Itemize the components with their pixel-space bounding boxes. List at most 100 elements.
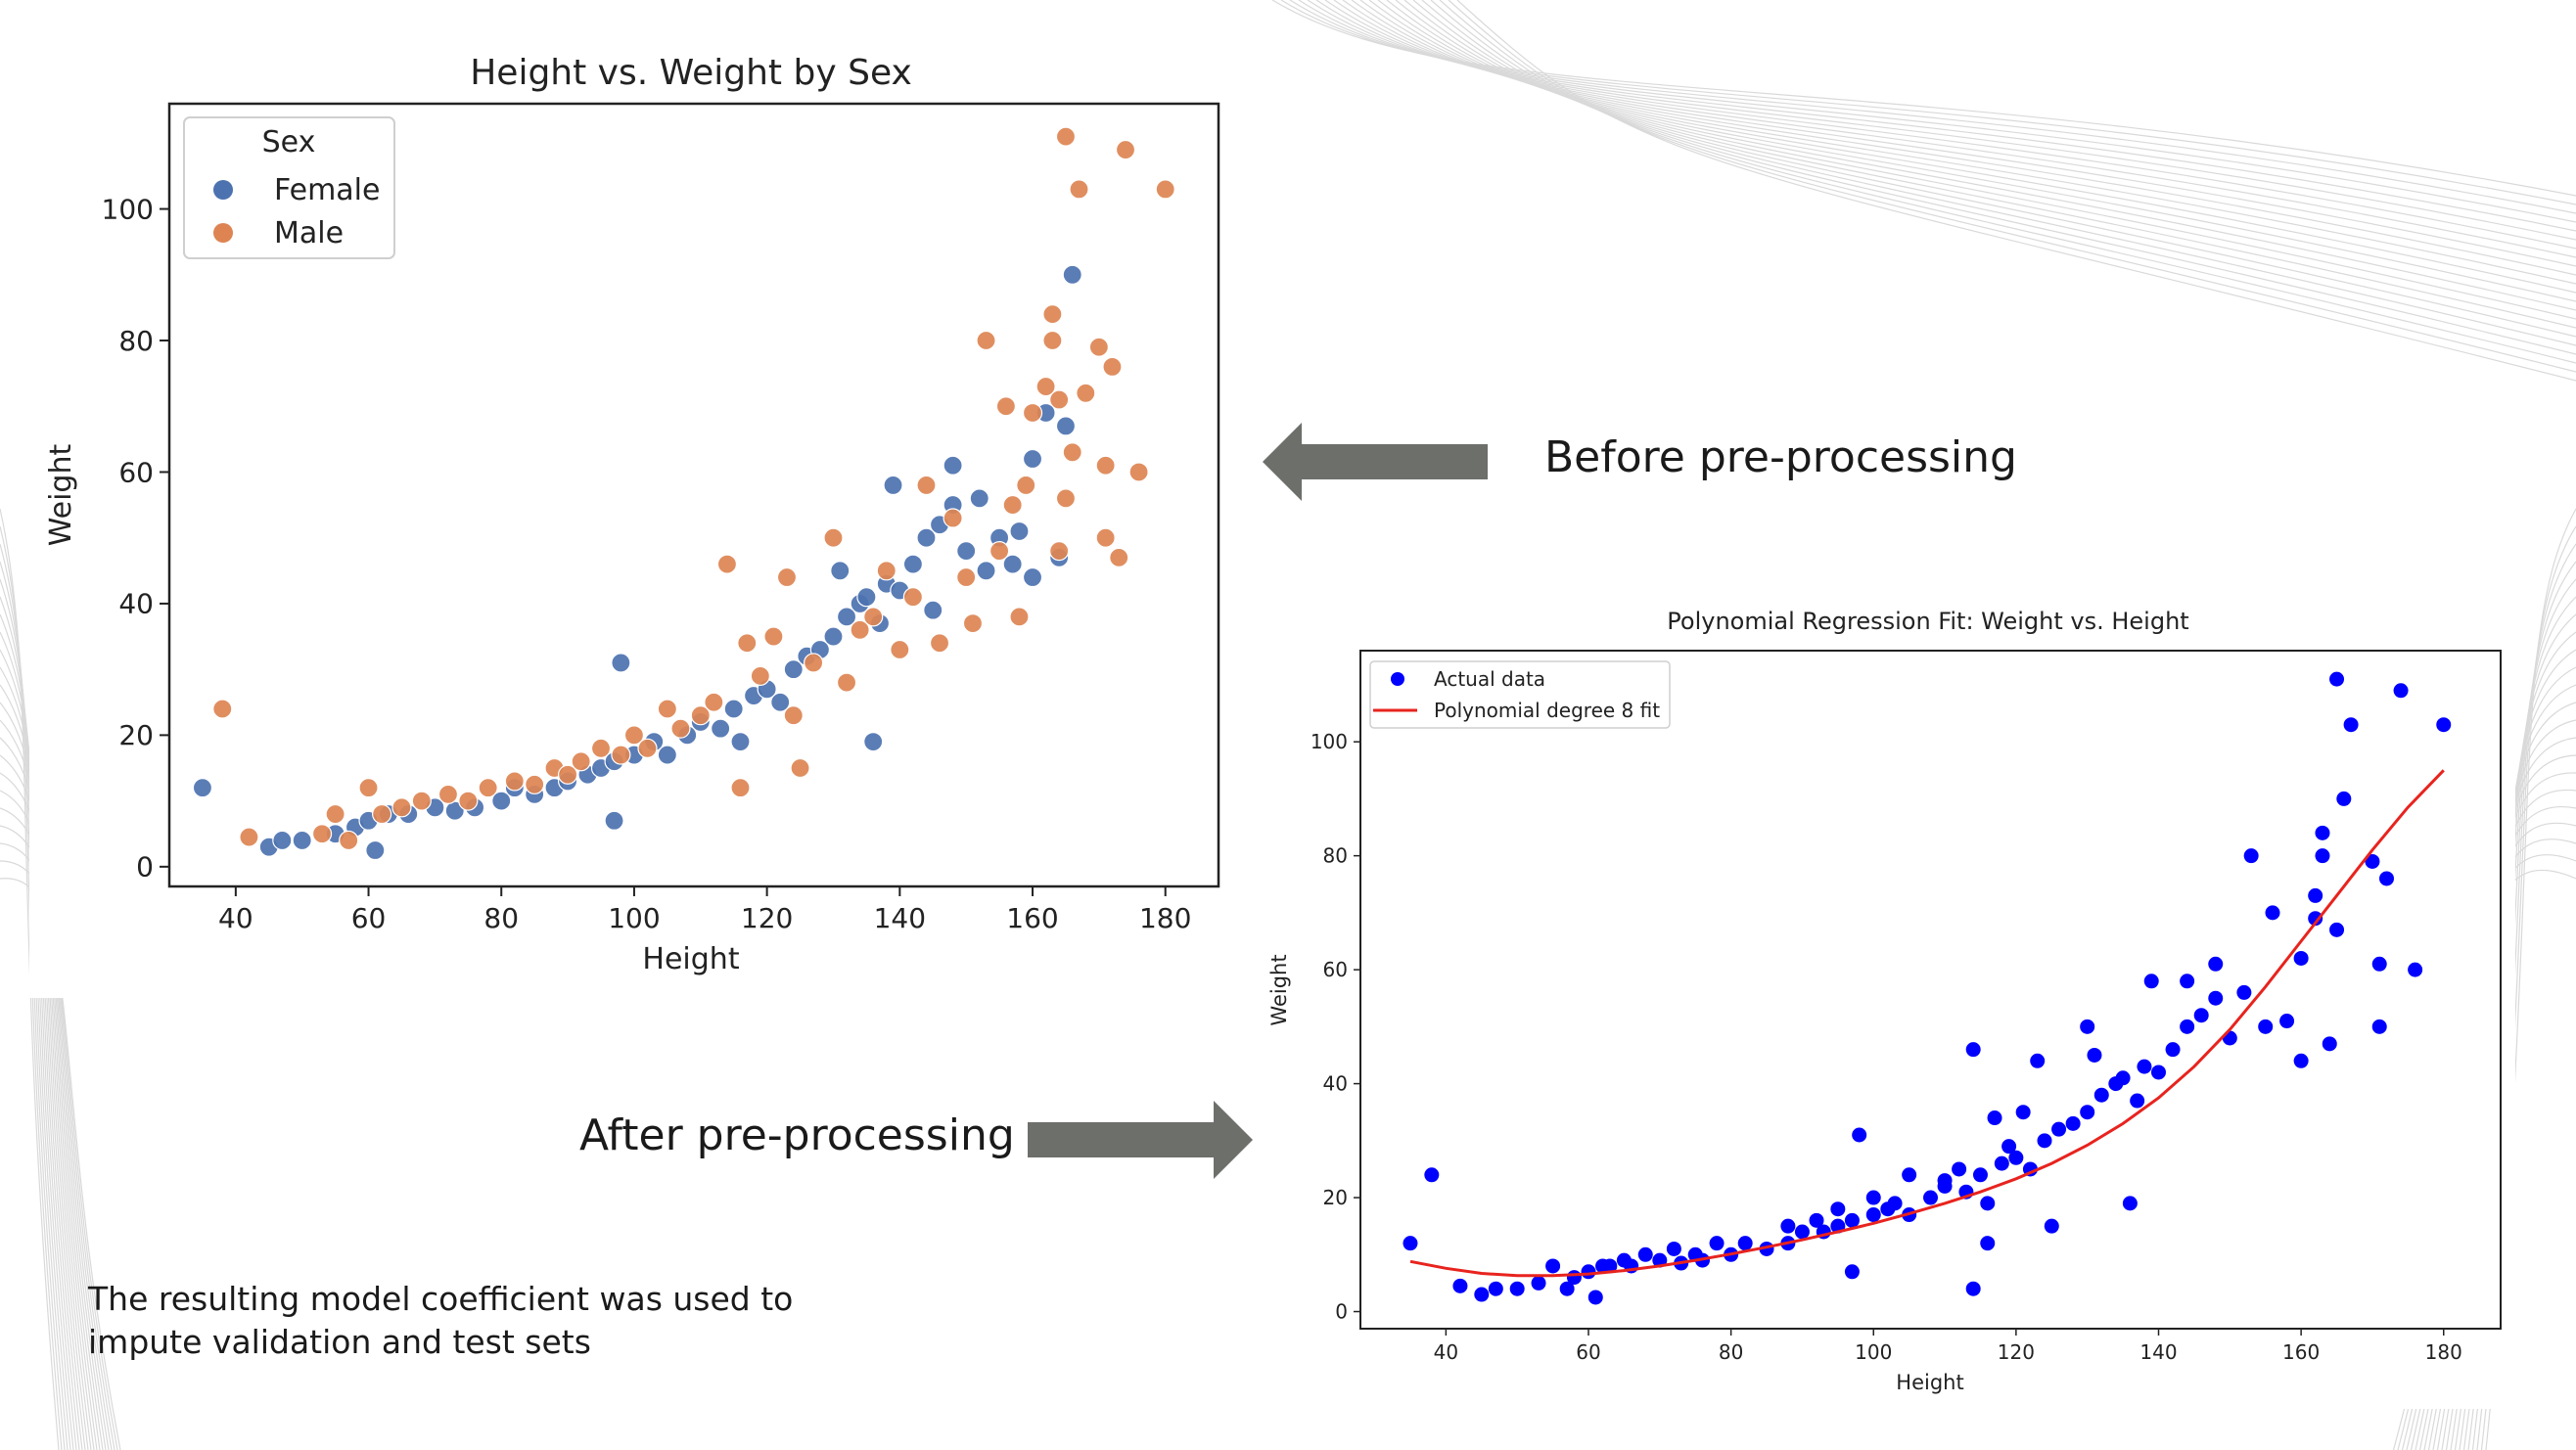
point-male [478, 778, 498, 798]
point-male [1049, 389, 1070, 410]
point-actual-data [2279, 1014, 2295, 1029]
point-actual-data [1844, 1264, 1860, 1280]
point-female [365, 839, 386, 861]
point-actual-data [1559, 1281, 1575, 1296]
point-actual-data [2193, 1008, 2209, 1023]
point-male [657, 699, 677, 719]
point-actual-data [2258, 1019, 2274, 1034]
point-actual-data [2180, 1019, 2195, 1034]
point-female [1022, 566, 1043, 588]
point-female [976, 561, 996, 581]
point-actual-data [1887, 1196, 1903, 1211]
point-male [571, 751, 591, 772]
y-tick-label: 20 [118, 719, 154, 751]
chart2-y-axis-label: Weight [1267, 954, 1291, 1025]
point-male [311, 824, 333, 844]
point-female [192, 778, 213, 798]
point-female [1062, 264, 1082, 285]
x-tick-label: 100 [608, 902, 660, 934]
point-actual-data [2322, 1036, 2337, 1052]
point-actual-data [1474, 1287, 1490, 1302]
point-male [1095, 455, 1116, 476]
point-male [391, 797, 412, 818]
point-male [956, 566, 977, 588]
y-tick-label: 100 [1311, 730, 1348, 753]
y-tick-label: 40 [1323, 1072, 1348, 1096]
point-actual-data [1581, 1264, 1596, 1280]
point-actual-data [1865, 1207, 1881, 1223]
point-actual-data [2436, 717, 2452, 733]
decor-line [1377, 0, 2576, 302]
x-tick-label: 100 [1855, 1340, 1892, 1364]
point-male [1155, 179, 1175, 200]
point-male [902, 587, 923, 608]
y-tick-label: 0 [1335, 1300, 1348, 1324]
point-male [1088, 337, 1109, 357]
point-male [976, 330, 996, 351]
point-actual-data [2080, 1019, 2095, 1034]
point-actual-data [1709, 1236, 1725, 1251]
point-male [750, 665, 770, 686]
point-male [1002, 494, 1023, 516]
point-actual-data [2336, 791, 2352, 806]
point-actual-data [1980, 1196, 1996, 1211]
point-male [962, 612, 984, 634]
decor-line [1421, 0, 2576, 346]
point-actual-data [1972, 1167, 1988, 1183]
x-tick-label: 120 [741, 902, 793, 934]
legend-label-male: Male [274, 216, 344, 250]
decor-line [0, 860, 118, 1450]
point-actual-data [2329, 922, 2345, 937]
point-female [604, 810, 624, 831]
x-tick-label: 160 [2282, 1340, 2320, 1364]
point-male [458, 791, 479, 811]
point-female [969, 488, 989, 509]
point-male [1062, 442, 1082, 463]
point-male [850, 619, 870, 640]
point-male [358, 778, 379, 798]
point-male [783, 705, 804, 726]
decor-line [1298, 0, 2576, 223]
point-actual-data [2137, 1059, 2152, 1074]
point-actual-data [2208, 990, 2224, 1006]
point-male [790, 757, 810, 779]
point-female [956, 541, 977, 562]
point-male [1042, 330, 1063, 351]
point-actual-data [2329, 671, 2345, 687]
point-female [292, 830, 312, 851]
point-actual-data [2315, 848, 2330, 864]
point-actual-data [2293, 950, 2309, 966]
point-actual-data [2037, 1133, 2052, 1149]
point-male [590, 738, 612, 758]
point-male [995, 396, 1016, 417]
chart1-title: Height vs. Weight by Sex [470, 53, 912, 93]
x-tick-label: 160 [1006, 902, 1058, 934]
point-actual-data [2315, 825, 2330, 840]
decor-line [1271, 0, 2576, 197]
point-actual-data [2379, 871, 2394, 886]
point-male [730, 778, 751, 798]
point-male [890, 639, 910, 660]
point-actual-data [2208, 956, 2224, 972]
point-actual-data [1923, 1190, 1938, 1205]
decor-line [0, 525, 63, 1450]
point-female [823, 626, 844, 647]
point-female [491, 791, 512, 811]
point-male [611, 745, 631, 765]
point-actual-data [1403, 1236, 1418, 1251]
point-male [239, 827, 259, 847]
point-actual-data [2371, 1019, 2387, 1034]
point-actual-data [2236, 984, 2252, 1000]
point-actual-data [2130, 1093, 2145, 1109]
point-actual-data [2393, 683, 2409, 699]
point-male [943, 508, 963, 528]
point-actual-data [1545, 1258, 1561, 1274]
decor-line [1403, 0, 2576, 329]
point-actual-data [2087, 1047, 2102, 1063]
point-actual-data [1809, 1212, 1824, 1228]
point-male [1009, 607, 1030, 627]
model-note-line-1: The resulting model coefficient was used… [88, 1280, 794, 1318]
decor-line [1359, 0, 2576, 285]
point-male [863, 607, 884, 627]
point-actual-data [2001, 1139, 2017, 1155]
